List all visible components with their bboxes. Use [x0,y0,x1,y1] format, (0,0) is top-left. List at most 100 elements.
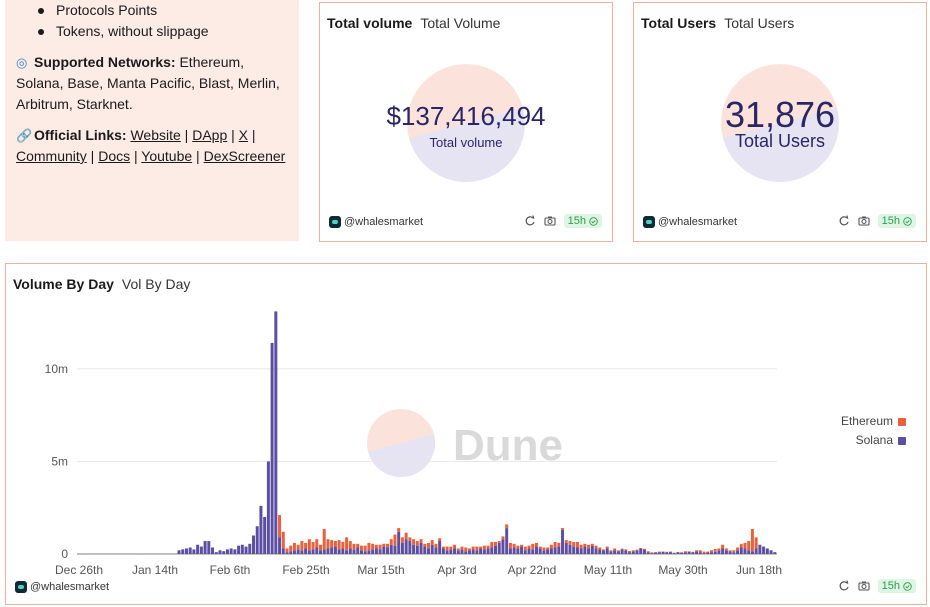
bar-ethereum [508,542,512,549]
bar-ethereum [359,545,363,551]
link-website[interactable]: Website [130,127,181,143]
bar-solana [300,550,304,554]
bar-solana [676,552,680,554]
bar-solana [225,549,229,554]
bar-ethereum [479,546,483,549]
link-dapp[interactable]: DApp [192,127,228,143]
bar-solana [654,552,658,554]
bar-ethereum [713,549,717,552]
bar-ethereum [430,540,434,545]
link-x[interactable]: X [238,127,249,143]
bar-solana [631,551,635,554]
refresh-age-badge: 15h [563,214,602,228]
legend-item-solana[interactable]: Solana [841,431,906,450]
bar-solana [423,546,427,554]
camera-icon[interactable] [858,215,870,227]
bar-solana [285,552,289,554]
author-avatar-icon [329,216,341,228]
bar-ethereum [441,546,445,549]
bar-solana [188,547,192,554]
bar-solana [400,542,404,554]
refresh-icon[interactable] [838,580,850,592]
bar-solana [769,550,773,554]
bar-solana [646,552,650,554]
link-dexscreener[interactable]: DexScreener [203,148,286,164]
bar-ethereum [598,547,602,550]
link-docs[interactable]: Docs [98,148,131,164]
bar-solana [598,549,602,554]
bar-ethereum [505,524,509,529]
bar-solana [248,543,252,554]
bar-ethereum [717,548,721,551]
bar-ethereum [486,545,490,549]
bar-ethereum [564,540,568,543]
bar-ethereum [400,537,404,543]
link-community[interactable]: Community [16,148,87,164]
bar-solana [505,528,509,554]
counter-background-icon [721,64,839,182]
card-footer: @whalesmarket 15h [643,214,916,232]
bar-solana [490,547,494,554]
bar-solana [319,550,322,554]
author-link[interactable]: @whalesmarket [329,216,423,228]
author-link[interactable]: @whalesmarket [15,581,109,593]
bar-ethereum [456,548,460,551]
bar-ethereum [371,543,375,550]
bar-solana [467,550,471,554]
bar-solana [252,535,255,554]
bar-solana [184,548,188,554]
card-subtitle: Vol By Day [121,276,191,292]
bar-solana [292,550,296,554]
bar-ethereum [285,548,289,553]
card-footer: @whalesmarket 15h [329,214,602,232]
bar-ethereum [546,547,550,550]
bar-solana [702,553,706,554]
feature-item: Tokens, without slippage [36,21,288,42]
bar-solana [680,552,684,554]
legend-item-ethereum[interactable]: Ethereum [841,412,906,431]
card-title: Total Users [641,15,717,31]
author-avatar-icon [643,216,655,228]
bar-solana [203,541,207,554]
refresh-icon[interactable] [524,215,536,227]
bar-solana [602,550,605,554]
link-youtube[interactable]: Youtube [141,148,193,164]
x-tick-label: Jun 18th [736,563,782,577]
bar-ethereum [326,539,330,549]
y-tick-label: 5m [51,454,68,468]
bar-solana [479,548,483,554]
bar-solana [549,548,553,554]
bar-ethereum [572,541,576,547]
bar-ethereum [698,550,702,553]
check-circle-icon [903,216,912,226]
bar-solana [359,550,363,554]
bar-ethereum [680,552,684,553]
bar-solana [616,551,620,554]
bar-solana [564,542,568,554]
bar-solana [281,548,285,554]
bar-solana [542,550,546,554]
refresh-age: 15h [567,215,586,227]
camera-icon[interactable] [858,580,870,592]
bar-solana [691,552,695,554]
refresh-icon[interactable] [838,215,850,227]
author-link[interactable]: @whalesmarket [643,216,737,228]
bar-ethereum [728,550,732,552]
bar-solana [259,505,263,554]
dune-watermark-text: Dune [453,421,563,470]
bar-ethereum [750,529,754,552]
bar-solana [415,545,419,554]
bar-ethereum [307,539,311,551]
card-header: Volume By Day Vol By Day [13,276,190,292]
camera-icon[interactable] [544,215,556,227]
bar-ethereum [683,551,687,553]
x-tick-label: Apr 22nd [508,563,557,577]
bar-solana [214,552,218,554]
bar-solana [263,516,267,554]
bar-solana [471,549,475,554]
bar-ethereum [490,541,494,548]
bar-ethereum [613,548,617,551]
bar-solana [628,552,632,554]
bar-solana [404,539,408,554]
bar-ethereum [579,544,583,549]
